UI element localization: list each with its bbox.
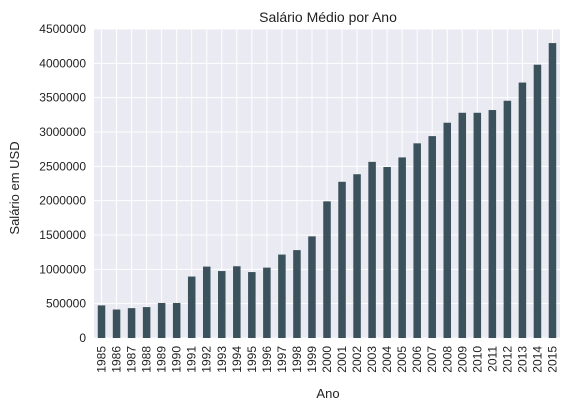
bar <box>503 100 512 338</box>
x-tick-label: 2014 <box>530 346 544 373</box>
x-tick-label: 1985 <box>95 346 109 373</box>
x-tick-label: 2012 <box>500 346 514 373</box>
bar <box>278 254 286 338</box>
x-tick-label: 2002 <box>350 346 364 373</box>
y-tick-label: 4000000 <box>39 56 86 70</box>
x-tick-label: 1997 <box>275 346 289 373</box>
x-axis-ticks: 1985 1986 1987 1988 1989 1990 1991 1992 1993 1994… <box>95 346 560 373</box>
y-tick-label: 0 <box>79 331 86 345</box>
bar <box>548 43 557 339</box>
x-tick-label: 1988 <box>140 346 154 373</box>
x-tick-label: 2010 <box>470 346 484 373</box>
x-tick-label: 1994 <box>230 346 244 373</box>
x-tick-label: 1998 <box>290 346 304 373</box>
bar <box>518 82 527 338</box>
bar <box>323 201 331 338</box>
bar <box>218 271 226 338</box>
bar <box>157 302 166 338</box>
bar <box>172 302 181 338</box>
x-tick-label: 1990 <box>170 346 184 373</box>
bar <box>202 266 211 338</box>
bar <box>338 181 346 338</box>
bar <box>383 167 391 338</box>
y-tick-label: 4500000 <box>39 22 86 36</box>
y-tick-label: 3500000 <box>39 91 86 105</box>
x-tick-label: 2003 <box>365 346 379 373</box>
bar <box>353 174 361 338</box>
x-tick-label: 2006 <box>410 346 424 373</box>
x-tick-label: 2009 <box>455 346 469 373</box>
y-axis-label: Salário em USD <box>7 141 22 234</box>
bars <box>97 43 557 339</box>
x-tick-label: 2015 <box>545 346 559 373</box>
x-tick-label: 1995 <box>245 346 259 373</box>
x-tick-label: 1996 <box>260 346 274 373</box>
bar <box>458 112 467 338</box>
x-tick-label: 2000 <box>320 346 334 373</box>
x-tick-label: 1986 <box>110 346 124 373</box>
y-tick-label: 2000000 <box>39 194 86 208</box>
bar <box>187 276 196 338</box>
y-tick-label: 3000000 <box>39 125 86 139</box>
bar <box>398 157 406 338</box>
bar <box>263 267 271 338</box>
bar <box>368 161 376 338</box>
x-tick-label: 2001 <box>335 346 349 373</box>
x-tick-label: 2004 <box>380 346 394 373</box>
bar <box>97 305 106 338</box>
x-tick-label: 1992 <box>200 346 214 373</box>
bar <box>488 110 497 338</box>
bar <box>443 122 452 338</box>
x-tick-label: 2013 <box>515 346 529 373</box>
y-tick-label: 1500000 <box>39 228 86 242</box>
bar <box>428 136 436 338</box>
x-tick-label: 2011 <box>485 346 499 372</box>
x-tick-label: 2008 <box>440 346 454 373</box>
x-axis-label: Ano <box>316 386 339 401</box>
chart-title: Salário Médio por Ano <box>259 9 397 25</box>
y-tick-label: 1000000 <box>39 262 86 276</box>
x-tick-label: 2007 <box>425 346 439 373</box>
bar <box>413 143 421 338</box>
bar <box>112 309 121 338</box>
bar <box>308 236 316 338</box>
y-tick-label: 500000 <box>46 297 86 311</box>
bar <box>127 308 136 338</box>
x-tick-label: 2005 <box>395 346 409 373</box>
x-tick-label: 1987 <box>125 346 139 373</box>
bar <box>473 112 482 338</box>
y-axis-ticks: 0 500000 1000000 1500000 2000000 2500000 30000… <box>39 22 86 345</box>
x-tick-label: 1993 <box>215 346 229 373</box>
bar <box>293 250 301 338</box>
x-tick-label: 1999 <box>305 346 319 373</box>
x-tick-label: 1989 <box>155 346 169 373</box>
x-tick-label: 1991 <box>185 346 199 373</box>
y-tick-label: 2500000 <box>39 159 86 173</box>
bar <box>142 307 151 338</box>
bar <box>248 272 256 338</box>
bar <box>233 266 241 338</box>
bar <box>533 64 542 338</box>
